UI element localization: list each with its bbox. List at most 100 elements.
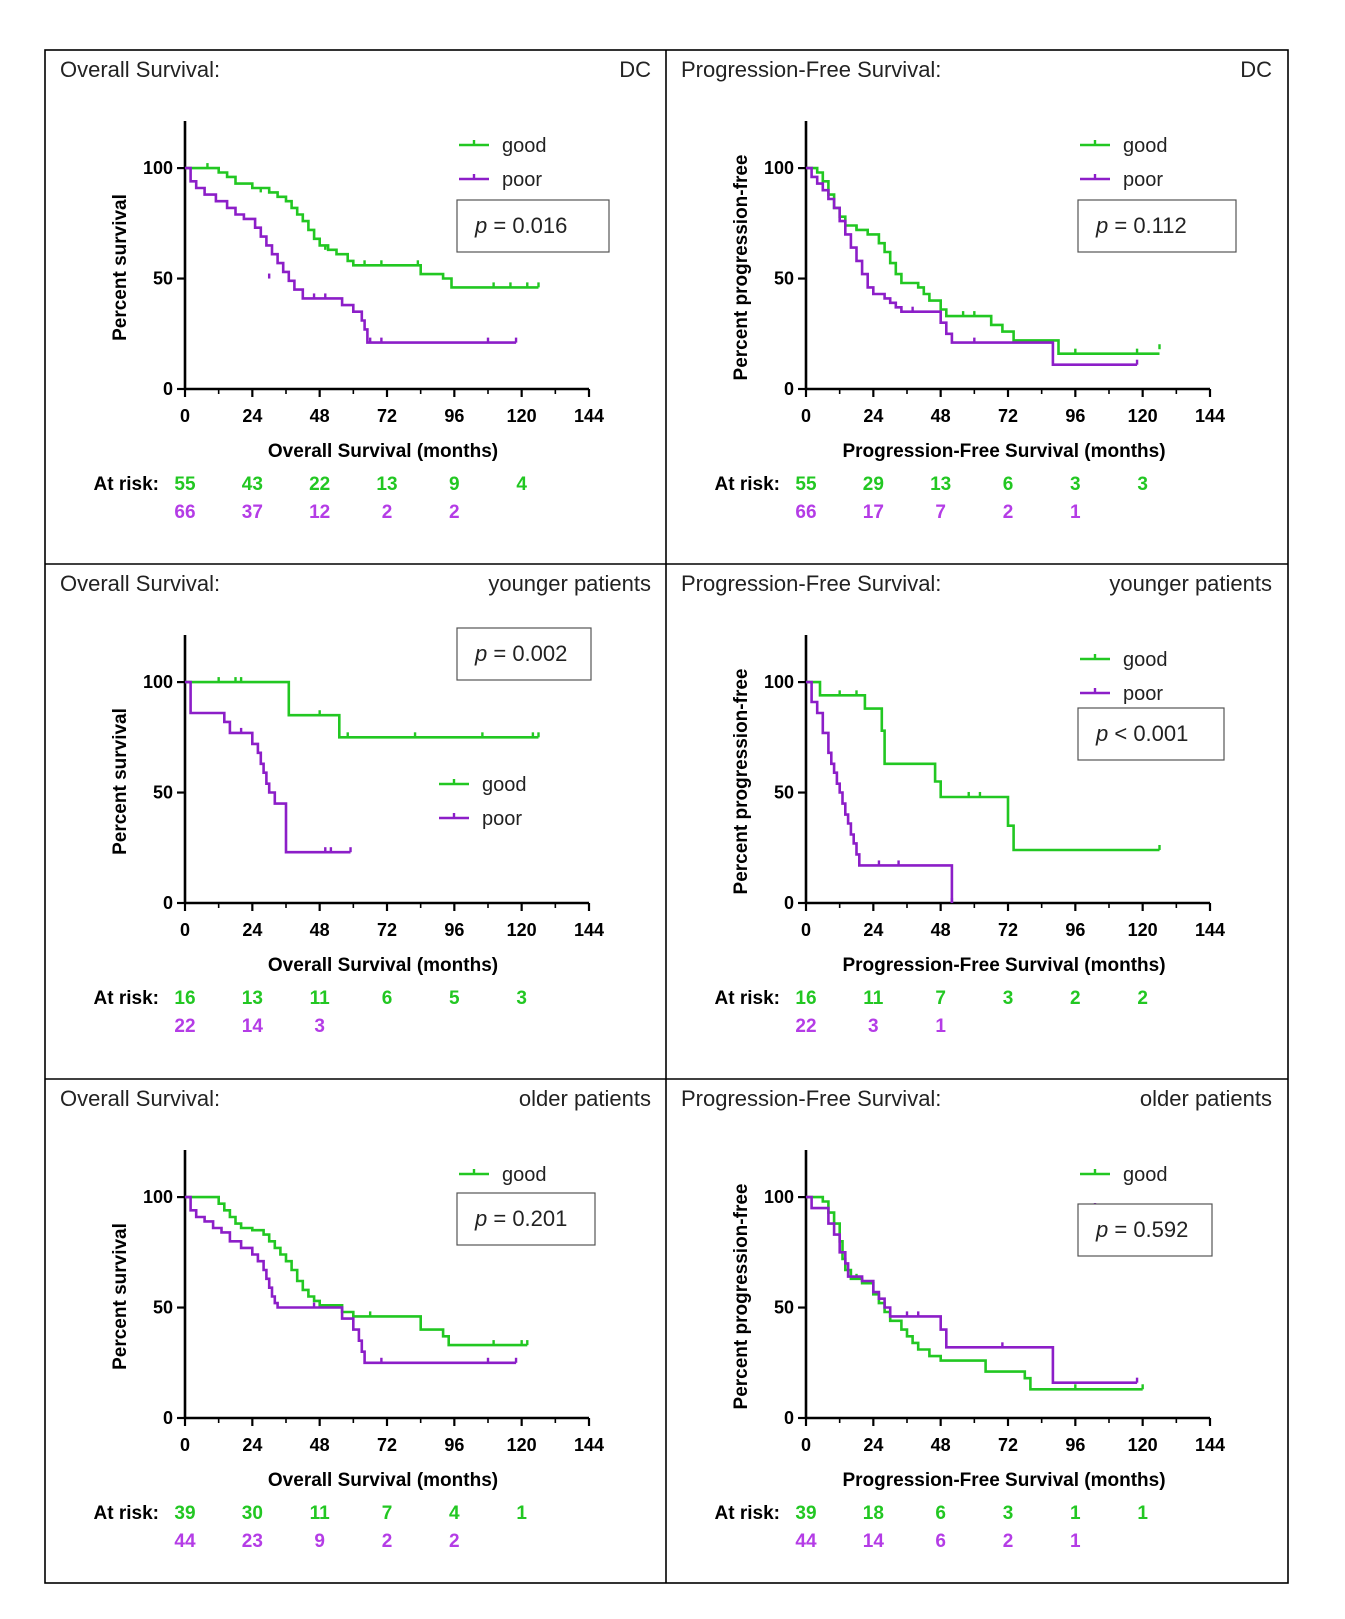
x-axis-title: Overall Survival (months) — [268, 955, 498, 976]
x-tick-label: 24 — [242, 920, 262, 940]
at-risk-good: 9 — [449, 474, 460, 495]
y-tick-label: 50 — [774, 783, 794, 803]
p-value-text: = 0.592 — [1108, 1217, 1188, 1242]
series-poor — [185, 680, 352, 854]
x-tick-label: 144 — [1195, 1435, 1225, 1455]
at-risk-poor: 1 — [935, 1016, 946, 1037]
y-axis-title: Percent progression-free — [731, 155, 752, 381]
at-risk-good: 22 — [309, 474, 330, 495]
legend-label-good: good — [502, 135, 547, 157]
p-value: p < 0.001 — [1095, 721, 1188, 746]
y-axis-title: Percent progression-free — [731, 669, 752, 895]
y-tick-label: 100 — [764, 158, 794, 178]
at-risk-good: 29 — [863, 474, 884, 495]
x-tick-label: 120 — [507, 406, 537, 426]
at-risk-good: 2 — [1070, 988, 1081, 1009]
x-tick-label: 48 — [931, 406, 951, 426]
p-value: p = 0.002 — [474, 641, 567, 666]
at-risk-poor: 22 — [795, 1016, 816, 1037]
legend-label-poor: poor — [482, 808, 522, 830]
x-tick-label: 120 — [1128, 920, 1158, 940]
y-tick-label: 100 — [764, 672, 794, 692]
series-poor — [806, 166, 1139, 366]
legend-label-poor: poor — [1123, 683, 1163, 705]
p-value-text: = 0.112 — [1108, 213, 1187, 238]
p-symbol: p — [474, 213, 487, 238]
at-risk-poor: 2 — [1003, 1531, 1014, 1552]
y-axis-title: Percent survival — [110, 708, 131, 855]
panel-title: Progression-Free Survival: — [681, 1086, 941, 1111]
x-axis-title: Overall Survival (months) — [268, 1470, 498, 1491]
p-symbol: p — [1095, 721, 1108, 746]
km-curve-poor — [185, 166, 517, 344]
panel-title: Progression-Free Survival: — [681, 571, 941, 596]
series-good — [185, 163, 540, 289]
p-value-text: = 0.016 — [487, 213, 567, 238]
x-tick-label: 0 — [801, 406, 811, 426]
panel-subtitle: DC — [619, 57, 651, 82]
x-tick-label: 0 — [180, 920, 190, 940]
p-value-box — [456, 627, 592, 681]
x-tick-label: 144 — [574, 406, 604, 426]
at-risk-good: 4 — [516, 474, 527, 495]
x-axis-title: Overall Survival (months) — [268, 441, 498, 462]
x-tick-label: 72 — [998, 406, 1018, 426]
at-risk-poor: 1 — [1070, 502, 1081, 523]
km-curve-good — [185, 166, 539, 289]
km-curve-poor — [806, 680, 954, 903]
series-good — [806, 680, 1161, 852]
x-tick-label: 120 — [507, 920, 537, 940]
legend-label-poor: poor — [502, 169, 542, 191]
p-symbol: p — [474, 641, 487, 666]
at-risk-poor: 44 — [174, 1531, 196, 1552]
x-tick-label: 0 — [180, 1435, 190, 1455]
panel-title: Overall Survival: — [60, 571, 220, 596]
at-risk-poor: 14 — [242, 1016, 264, 1037]
legend-label-good: good — [482, 774, 527, 796]
y-tick-label: 50 — [153, 1298, 173, 1318]
panel-subtitle: older patients — [519, 1086, 651, 1111]
legend-label-good: good — [1123, 135, 1168, 157]
p-value-box — [456, 1192, 596, 1246]
at-risk-poor: 7 — [935, 502, 946, 523]
at-risk-good: 39 — [795, 1503, 816, 1524]
panel-3: Overall Survival: younger patients 0 24 48 72… — [60, 571, 651, 1037]
at-risk-poor: 66 — [174, 502, 195, 523]
x-tick-label: 96 — [1065, 920, 1085, 940]
x-tick-label: 48 — [310, 920, 330, 940]
panel-title: Overall Survival: — [60, 57, 220, 82]
at-risk-good: 16 — [795, 988, 816, 1009]
x-tick-label: 0 — [801, 1435, 811, 1455]
at-risk-poor: 2 — [382, 502, 393, 523]
x-tick-label: 144 — [1195, 920, 1225, 940]
x-tick-label: 0 — [180, 406, 190, 426]
series-good — [185, 1195, 529, 1347]
p-symbol: p — [1095, 213, 1108, 238]
at-risk-good: 6 — [1003, 474, 1014, 495]
at-risk-poor: 3 — [868, 1016, 879, 1037]
at-risk-good: 13 — [242, 988, 263, 1009]
km-curve-good — [806, 680, 1160, 852]
at-risk-good: 13 — [930, 474, 951, 495]
at-risk-good: 30 — [242, 1503, 263, 1524]
series-poor — [185, 1195, 518, 1365]
x-tick-label: 24 — [242, 1435, 262, 1455]
series-poor — [806, 1195, 1139, 1384]
x-tick-label: 144 — [1195, 406, 1225, 426]
x-tick-label: 72 — [998, 920, 1018, 940]
legend: good poor — [1080, 649, 1168, 705]
at-risk-poor: 12 — [309, 502, 330, 523]
at-risk-poor: 44 — [795, 1531, 817, 1552]
at-risk-label: At risk: — [715, 1503, 780, 1524]
legend: good poor — [439, 774, 527, 830]
at-risk-poor: 2 — [449, 1531, 460, 1552]
at-risk-table: At risk: 55 29 13 6 3 3 66 17 7 2 1 — [715, 474, 1148, 523]
series-good — [185, 677, 540, 739]
km-curve-poor — [185, 680, 351, 854]
x-tick-label: 48 — [310, 1435, 330, 1455]
at-risk-label: At risk: — [715, 474, 780, 495]
at-risk-good: 7 — [935, 988, 946, 1009]
y-tick-label: 100 — [143, 1187, 173, 1207]
at-risk-poor: 6 — [935, 1531, 946, 1552]
